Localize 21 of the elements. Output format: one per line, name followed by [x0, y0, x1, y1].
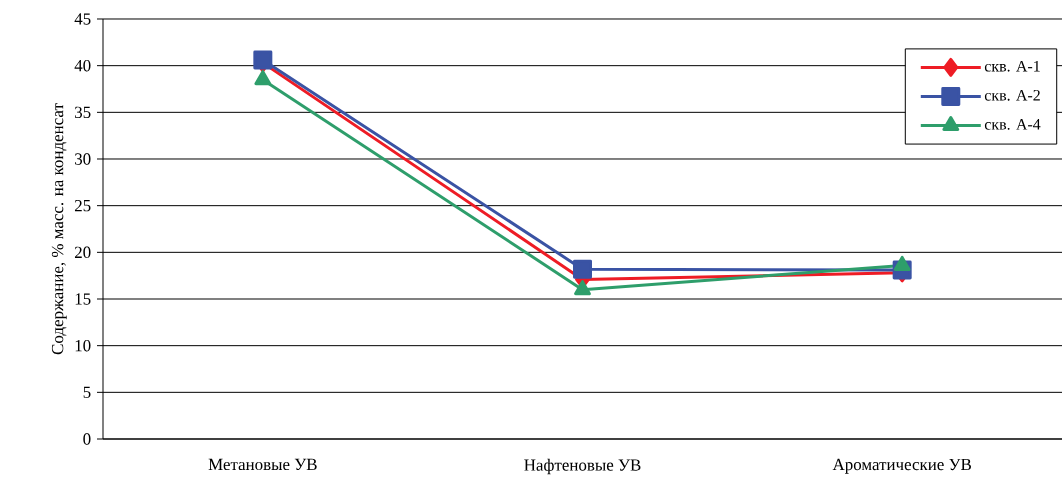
y-tick-label: 45 — [74, 13, 91, 25]
y-tick-label: 30 — [75, 153, 91, 165]
y-tick-label: 10 — [75, 339, 91, 352]
y-axis-title: Содержание, % масс. на конденсат — [51, 103, 67, 355]
y-tick-label: 20 — [74, 246, 91, 259]
y-tick-label: 40 — [74, 59, 91, 72]
point — [893, 255, 911, 271]
x-tick-label: Метановые УВ — [208, 458, 317, 471]
x-tick-label: Ароматические УВ — [832, 458, 971, 474]
y-tick-label: 15 — [75, 293, 91, 305]
y-tick-label: 25 — [74, 199, 91, 212]
point — [574, 280, 591, 296]
legend-label: скв. А-1 — [984, 60, 1040, 72]
point — [573, 259, 593, 279]
y-tick-label: 0 — [83, 433, 91, 445]
y-tick-label: 35 — [75, 106, 91, 119]
legend-label: скв. А-2 — [984, 89, 1040, 101]
point — [254, 70, 272, 86]
y-tick-label: 5 — [83, 386, 91, 398]
x-tick-label: Нафтеновые УВ — [524, 458, 641, 475]
legend-label: скв. А-4 — [984, 119, 1041, 130]
